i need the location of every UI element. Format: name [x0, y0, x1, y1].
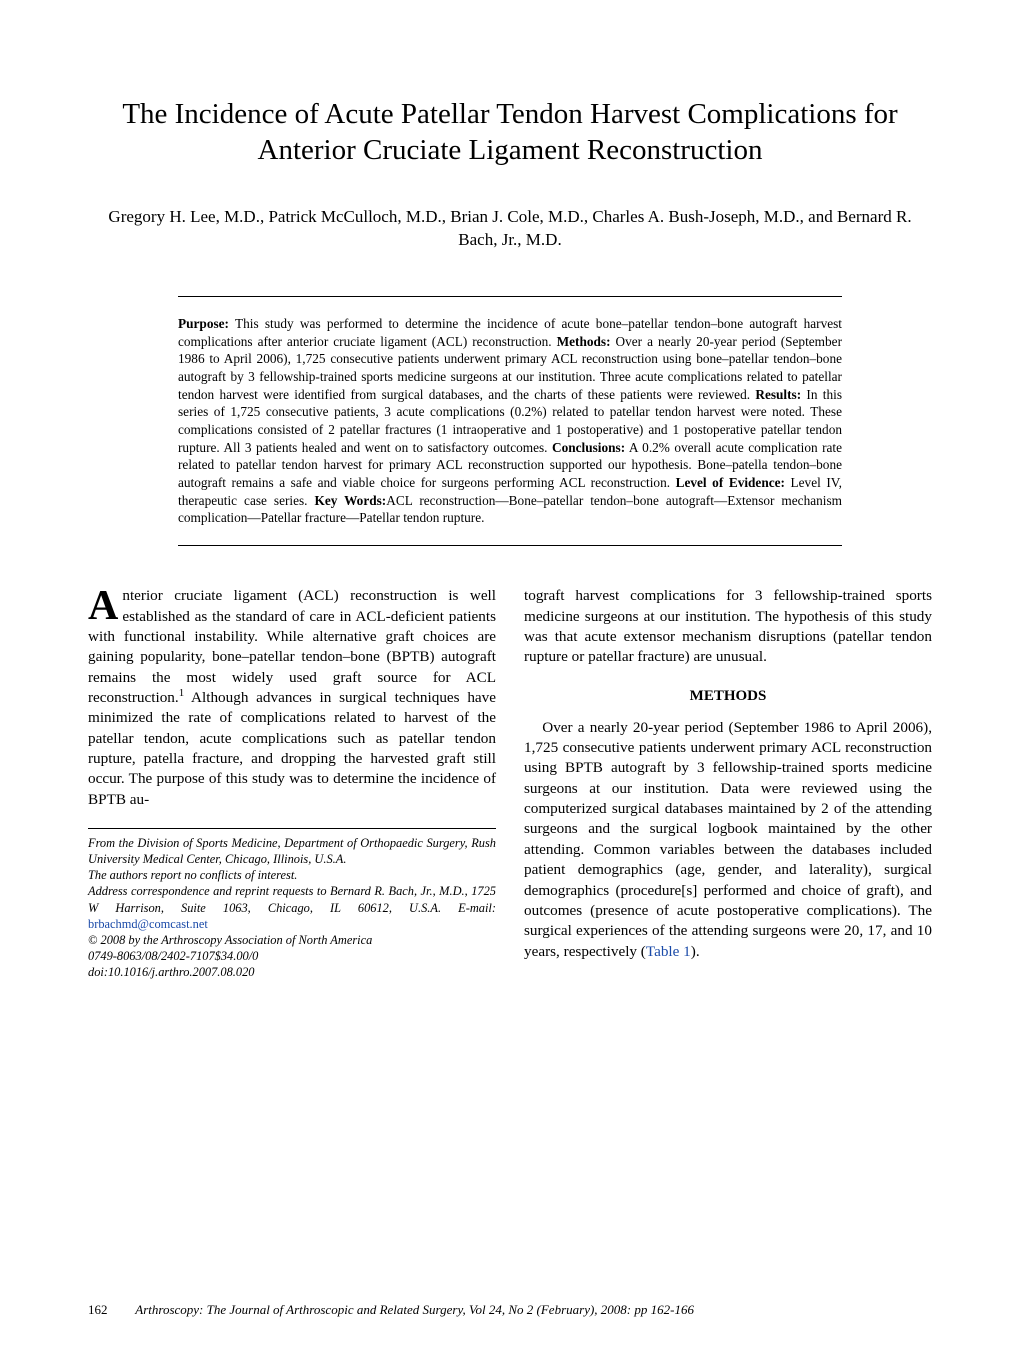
author-line: Gregory H. Lee, M.D., Patrick McCulloch,… [88, 205, 932, 253]
abstract-label-results: Results: [755, 387, 801, 402]
footnote-affiliation: From the Division of Sports Medicine, De… [88, 835, 496, 867]
abstract-label-keywords: Key Words: [314, 493, 386, 508]
intro-continuation: tograft harvest complications for 3 fell… [524, 586, 932, 667]
page-number: 162 [88, 1302, 132, 1318]
abstract-label-methods: Methods: [557, 334, 611, 349]
intro-paragraph: Anterior cruciate ligament (ACL) reconst… [88, 586, 496, 810]
abstract-label-level: Level of Evidence: [676, 475, 785, 490]
rule-top [178, 296, 842, 297]
abstract-label-purpose: Purpose: [178, 316, 229, 331]
methods-text-a: Over a nearly 20-year period (September … [524, 719, 932, 960]
methods-paragraph: Over a nearly 20-year period (September … [524, 718, 932, 962]
page-footer: 162 Arthroscopy: The Journal of Arthrosc… [88, 1302, 932, 1318]
table-1-link[interactable]: Table 1 [646, 943, 691, 960]
footnote-coi: The authors report no conflicts of inter… [88, 867, 496, 883]
article-title: The Incidence of Acute Patellar Tendon H… [88, 96, 932, 169]
footnote-correspondence-text: Address correspondence and reprint reque… [88, 884, 496, 914]
footnote-copyright: © 2008 by the Arthroscopy Association of… [88, 932, 496, 948]
abstract-text: Purpose: This study was performed to det… [178, 307, 842, 535]
abstract-label-conclusions: Conclusions: [552, 440, 625, 455]
footnote-correspondence: Address correspondence and reprint reque… [88, 883, 496, 931]
footnote-issn: 0749-8063/08/2402-7107$34.00/0 [88, 948, 496, 964]
footnote-doi: doi:10.1016/j.arthro.2007.08.020 [88, 964, 496, 980]
rule-bottom [178, 545, 842, 546]
dropcap-letter: A [88, 586, 122, 625]
column-right: tograft harvest complications for 3 fell… [524, 586, 932, 980]
footnote-email[interactable]: brbachmd@comcast.net [88, 917, 208, 931]
journal-citation: Arthroscopy: The Journal of Arthroscopic… [135, 1302, 694, 1317]
footnote-block: From the Division of Sports Medicine, De… [88, 828, 496, 980]
intro-text-b: Although advances in surgical techniques… [88, 689, 496, 808]
methods-text-b: ). [691, 943, 700, 960]
column-left: Anterior cruciate ligament (ACL) reconst… [88, 586, 496, 980]
abstract-block: Purpose: This study was performed to det… [178, 296, 842, 546]
section-head-methods: METHODS [524, 686, 932, 706]
body-columns: Anterior cruciate ligament (ACL) reconst… [88, 586, 932, 980]
